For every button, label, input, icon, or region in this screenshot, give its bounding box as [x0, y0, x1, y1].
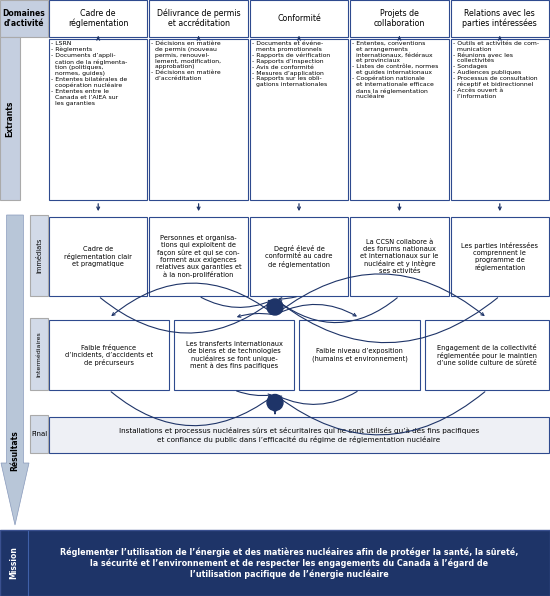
Text: - Décisions en matière
  de permis (nouveau
  permis, renouvel-
  lement, modifi: - Décisions en matière de permis (nouvea…: [151, 41, 222, 81]
Text: Faible niveau d’exposition
(humains et environnement): Faible niveau d’exposition (humains et e…: [311, 348, 408, 362]
FancyBboxPatch shape: [49, 39, 147, 200]
Text: - Outils et activités de com-
  munication
- Réunions avec les
  collectivités
-: - Outils et activités de com- munication…: [453, 41, 539, 99]
FancyBboxPatch shape: [0, 0, 48, 37]
Text: Degré élevé de
conformité au cadre
de réglementation: Degré élevé de conformité au cadre de ré…: [265, 246, 333, 268]
Text: Les transferts internationaux
de biens et de technologies
nucléaires se font uni: Les transferts internationaux de biens e…: [185, 340, 283, 370]
Text: Faible fréquence
d’incidents, d’accidents et
de précurseurs: Faible fréquence d’incidents, d’accident…: [65, 344, 153, 366]
FancyBboxPatch shape: [150, 39, 248, 200]
Text: La CCSN collabore à
des forums nationaux
et internationaux sur le
nucléaire et y: La CCSN collabore à des forums nationaux…: [360, 239, 438, 274]
Text: Résultats: Résultats: [10, 430, 19, 471]
Circle shape: [267, 395, 283, 411]
FancyBboxPatch shape: [450, 0, 549, 37]
Text: Délivrance de permis
et accréditation: Délivrance de permis et accréditation: [157, 8, 240, 29]
FancyBboxPatch shape: [30, 415, 48, 453]
Text: Immédiats: Immédiats: [36, 238, 42, 273]
Text: Réglementer l’utilisation de l’énergie et des matières nucléaires afin de protég: Réglementer l’utilisation de l’énergie e…: [60, 547, 518, 579]
Text: Cadre de
réglementation: Cadre de réglementation: [68, 8, 128, 29]
Text: Projets de
collaboration: Projets de collaboration: [373, 9, 425, 28]
Text: - Documents et événe-
  ments promotionnels
- Rapports de vérification
- Rapport: - Documents et événe- ments promotionnel…: [252, 41, 330, 87]
FancyBboxPatch shape: [425, 320, 549, 390]
FancyBboxPatch shape: [49, 0, 147, 37]
FancyBboxPatch shape: [174, 320, 294, 390]
Text: Personnes et organisa-
tions qui exploitent de
façon sûre et qui se con-
forment: Personnes et organisa- tions qui exploit…: [156, 235, 241, 278]
FancyBboxPatch shape: [250, 217, 348, 296]
FancyBboxPatch shape: [350, 0, 449, 37]
Text: - Ententes, conventions
  et arrangements
  internationaux, fédéraux
  et provin: - Ententes, conventions et arrangements …: [352, 41, 438, 100]
FancyBboxPatch shape: [30, 318, 48, 390]
Text: Conformité: Conformité: [277, 14, 321, 23]
FancyBboxPatch shape: [0, 37, 20, 200]
FancyBboxPatch shape: [250, 39, 348, 200]
Text: Cadre de
réglementation clair
et pragmatique: Cadre de réglementation clair et pragmat…: [64, 246, 132, 267]
Circle shape: [267, 299, 283, 315]
FancyBboxPatch shape: [150, 0, 248, 37]
FancyBboxPatch shape: [49, 217, 147, 296]
Text: Relations avec les
parties intéressées: Relations avec les parties intéressées: [463, 8, 537, 29]
Text: Intermédiaires: Intermédiaires: [36, 331, 41, 377]
Text: Final: Final: [31, 431, 47, 437]
FancyBboxPatch shape: [49, 320, 169, 390]
Text: Extrants: Extrants: [6, 100, 14, 136]
Text: Domaines
d'activité: Domaines d'activité: [3, 9, 45, 28]
FancyBboxPatch shape: [350, 217, 449, 296]
Polygon shape: [1, 215, 29, 525]
Text: - LSRN
- Règlements
- Documents d’appli-
  cation de la réglmenta-
  tion (polit: - LSRN - Règlements - Documents d’appli-…: [51, 41, 128, 106]
FancyBboxPatch shape: [299, 320, 420, 390]
Text: Engagement de la collectivité
réglementée pour le maintien
d’une solide culture : Engagement de la collectivité réglementé…: [437, 344, 537, 366]
FancyBboxPatch shape: [450, 217, 549, 296]
Text: Les parties intéressées
comprennent le
programme de
réglementation: Les parties intéressées comprennent le p…: [461, 242, 538, 271]
FancyBboxPatch shape: [49, 417, 549, 453]
FancyBboxPatch shape: [450, 39, 549, 200]
FancyBboxPatch shape: [0, 530, 550, 596]
FancyBboxPatch shape: [350, 39, 449, 200]
FancyBboxPatch shape: [250, 0, 348, 37]
Text: Installations et processus nucléaires sûrs et sécuritaires qui ne sont utilisés : Installations et processus nucléaires sû…: [119, 427, 479, 443]
Text: Mission: Mission: [9, 547, 19, 579]
FancyBboxPatch shape: [150, 217, 248, 296]
FancyBboxPatch shape: [30, 215, 48, 296]
